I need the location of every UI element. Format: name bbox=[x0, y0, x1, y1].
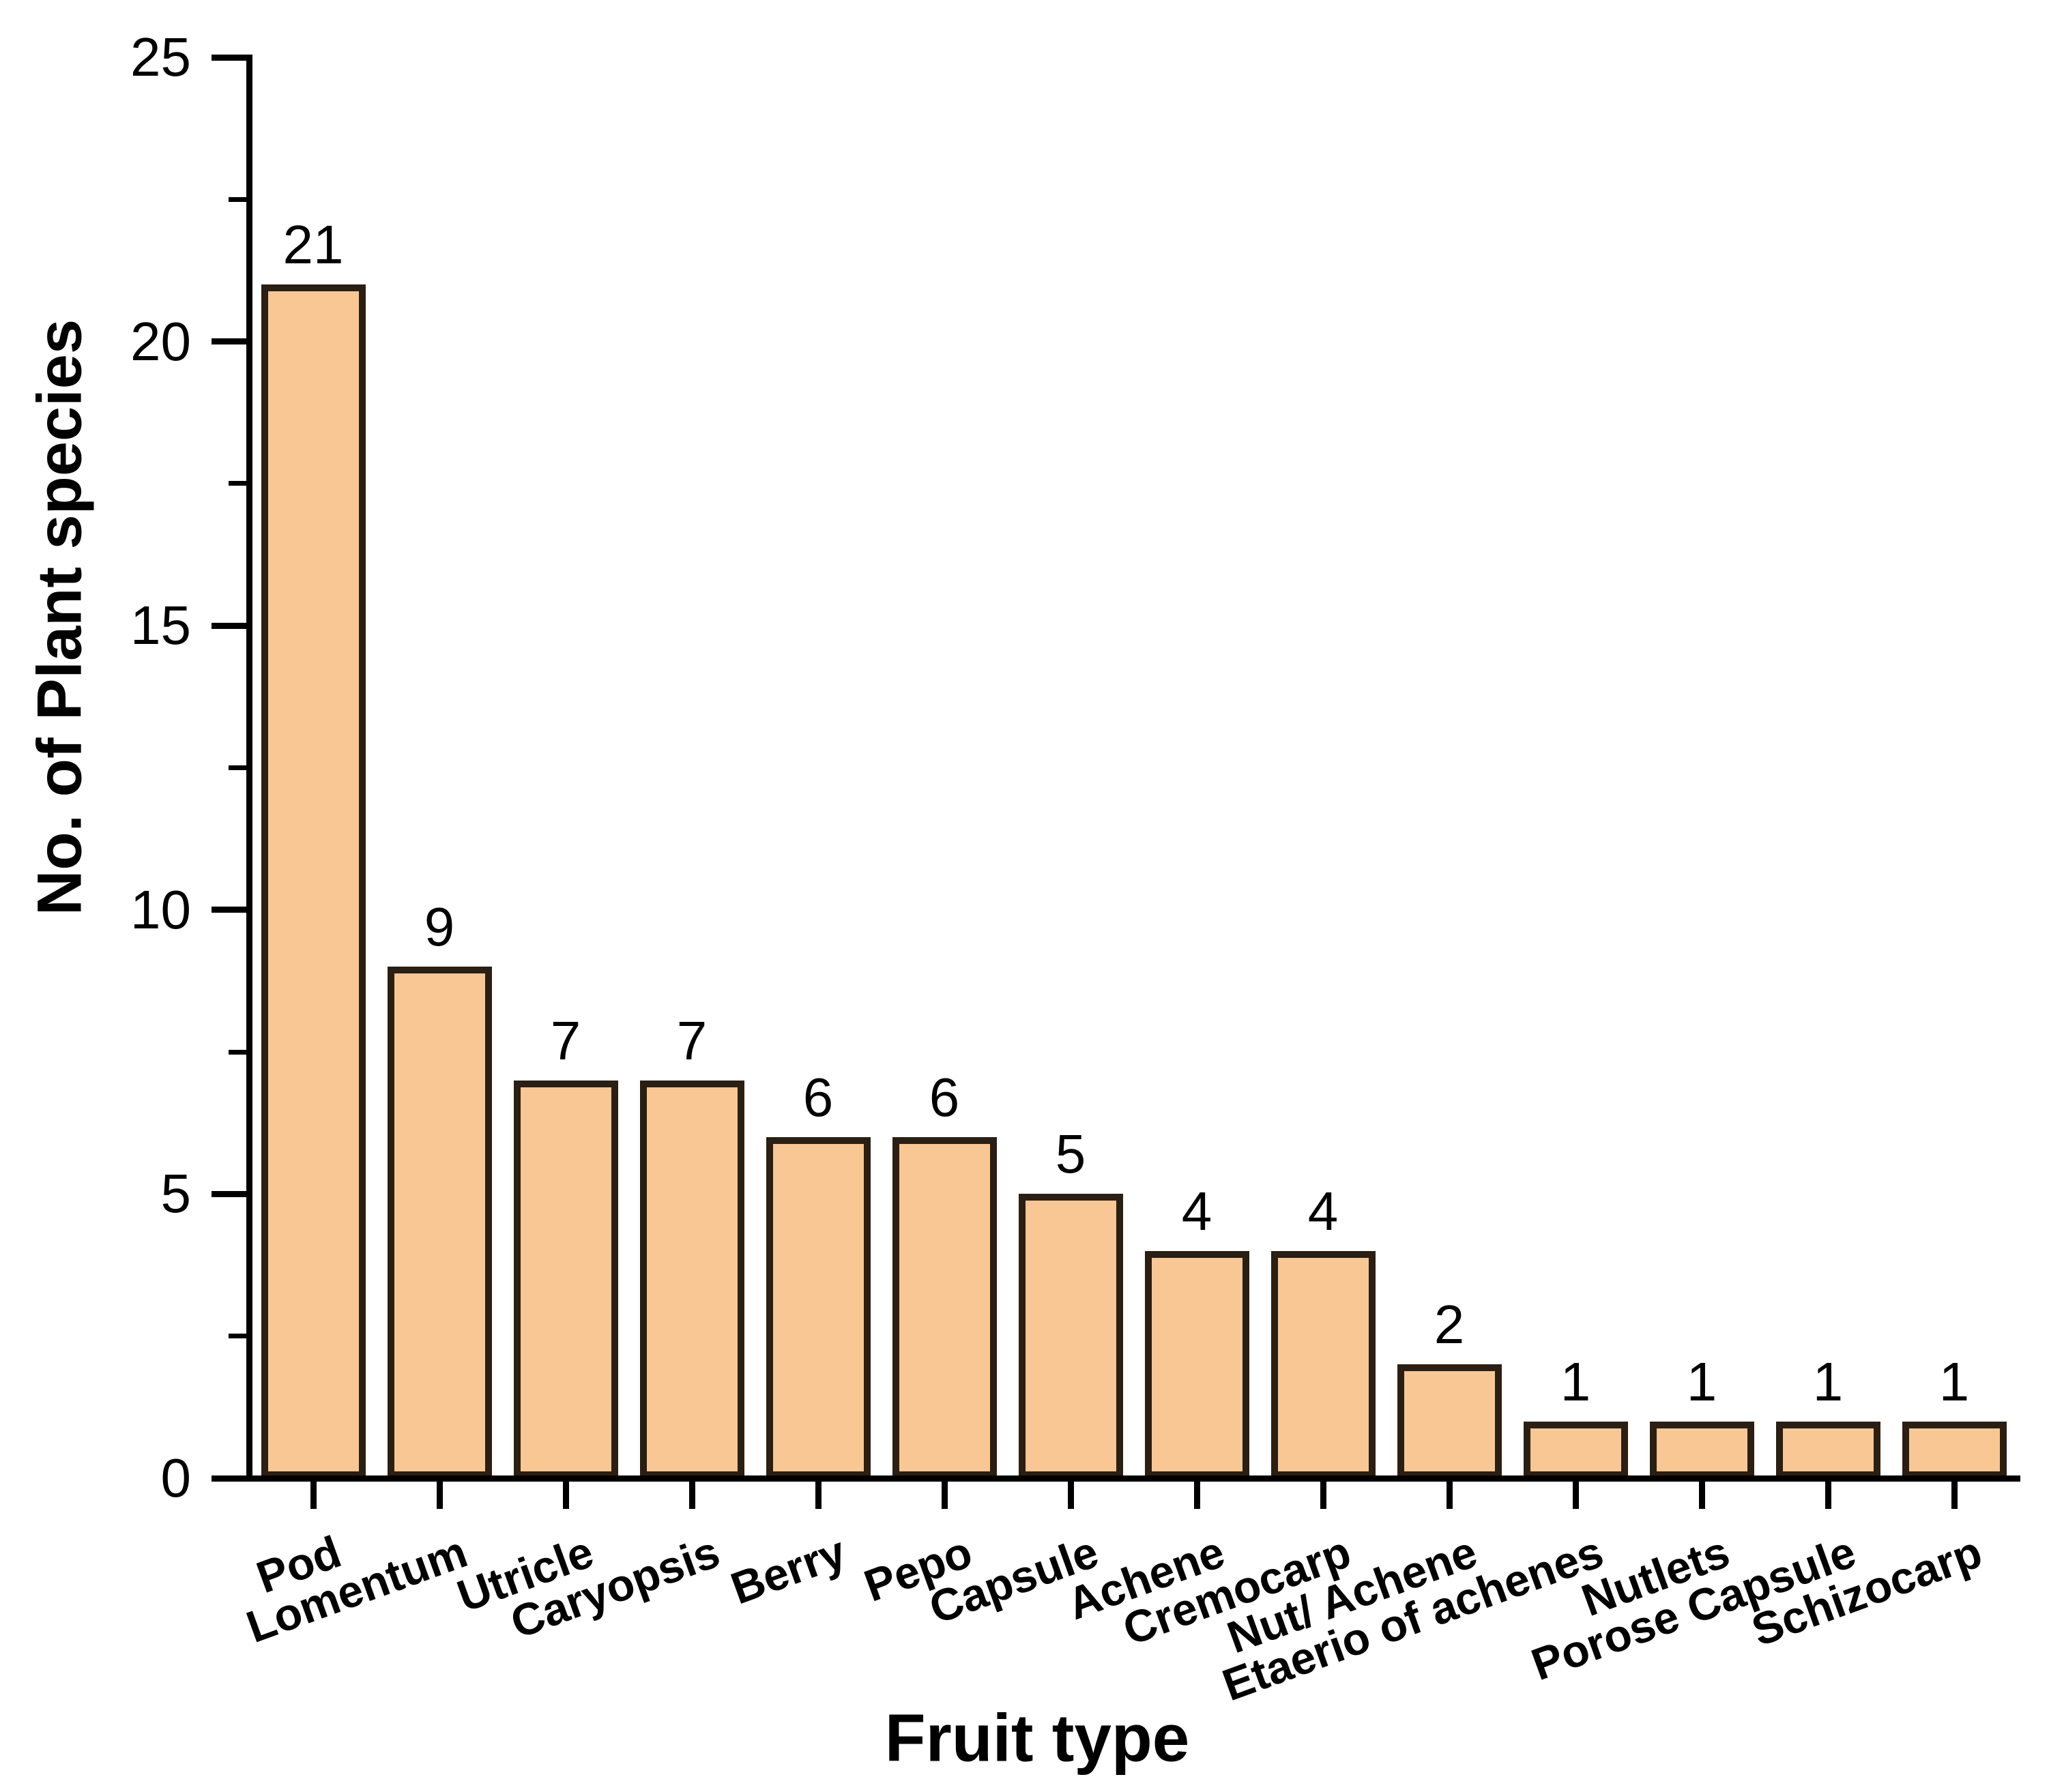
x-tick bbox=[437, 1482, 443, 1509]
bar bbox=[514, 1081, 618, 1478]
y-major-tick bbox=[212, 907, 249, 913]
bar-value-label: 9 bbox=[424, 896, 455, 957]
x-tick bbox=[1194, 1482, 1200, 1509]
y-minor-tick bbox=[229, 1050, 249, 1055]
bar-value-label: 21 bbox=[282, 214, 344, 275]
bar-value-label: 6 bbox=[802, 1067, 834, 1128]
y-minor-tick bbox=[229, 765, 249, 770]
bar bbox=[1776, 1422, 1880, 1478]
bar-value-label: 2 bbox=[1434, 1294, 1465, 1355]
x-tick bbox=[1447, 1482, 1453, 1509]
bar-value-label: 4 bbox=[1307, 1181, 1339, 1242]
y-major-tick bbox=[212, 623, 249, 629]
y-minor-tick bbox=[229, 197, 249, 202]
bar bbox=[388, 967, 492, 1478]
x-category-label: Berry bbox=[724, 1526, 852, 1614]
bar-value-label: 4 bbox=[1181, 1181, 1212, 1242]
bar bbox=[1902, 1422, 2007, 1478]
y-tick-label: 15 bbox=[130, 595, 191, 656]
y-major-tick bbox=[212, 55, 249, 61]
bar-value-label: 7 bbox=[676, 1010, 708, 1071]
bar-value-label: 1 bbox=[1812, 1351, 1844, 1412]
bar bbox=[1019, 1194, 1123, 1478]
bar bbox=[640, 1081, 744, 1478]
bar-value-label: 1 bbox=[1938, 1351, 1970, 1412]
y-minor-tick bbox=[229, 481, 249, 486]
bar bbox=[1271, 1251, 1376, 1478]
y-tick-label: 25 bbox=[130, 27, 191, 87]
bar-value-label: 1 bbox=[1560, 1351, 1591, 1412]
y-minor-tick bbox=[229, 1334, 249, 1338]
y-tick-label: 0 bbox=[160, 1448, 192, 1508]
x-tick bbox=[563, 1482, 569, 1509]
bar bbox=[766, 1137, 871, 1478]
x-tick bbox=[1068, 1482, 1074, 1509]
y-axis-title: No. of Plant species bbox=[25, 319, 95, 916]
bar-value-label: 5 bbox=[1055, 1123, 1086, 1184]
bar bbox=[1650, 1422, 1754, 1478]
bar bbox=[261, 284, 366, 1478]
x-tick bbox=[1573, 1482, 1579, 1509]
bar-value-label: 7 bbox=[550, 1010, 581, 1071]
y-tick-label: 5 bbox=[160, 1163, 192, 1224]
x-tick bbox=[1320, 1482, 1326, 1509]
x-tick bbox=[1699, 1482, 1705, 1509]
x-tick bbox=[310, 1482, 317, 1509]
x-tick bbox=[689, 1482, 695, 1509]
x-axis-title: Fruit type bbox=[884, 1700, 1190, 1776]
y-tick-label: 20 bbox=[130, 311, 191, 372]
bar bbox=[1397, 1364, 1502, 1478]
y-major-tick bbox=[212, 338, 249, 344]
y-major-tick bbox=[212, 1191, 249, 1197]
y-major-tick bbox=[212, 1475, 249, 1482]
y-tick-label: 10 bbox=[130, 879, 191, 940]
x-tick bbox=[1825, 1482, 1831, 1509]
x-tick bbox=[815, 1482, 822, 1509]
x-tick bbox=[1951, 1482, 1958, 1509]
bar-value-label: 1 bbox=[1686, 1351, 1717, 1412]
y-axis-line bbox=[246, 55, 252, 1482]
bar bbox=[1145, 1251, 1249, 1478]
bar bbox=[892, 1137, 997, 1478]
bar bbox=[1524, 1422, 1628, 1478]
bar-value-label: 6 bbox=[929, 1067, 960, 1128]
x-tick bbox=[942, 1482, 948, 1509]
x-axis-line bbox=[246, 1475, 2020, 1482]
